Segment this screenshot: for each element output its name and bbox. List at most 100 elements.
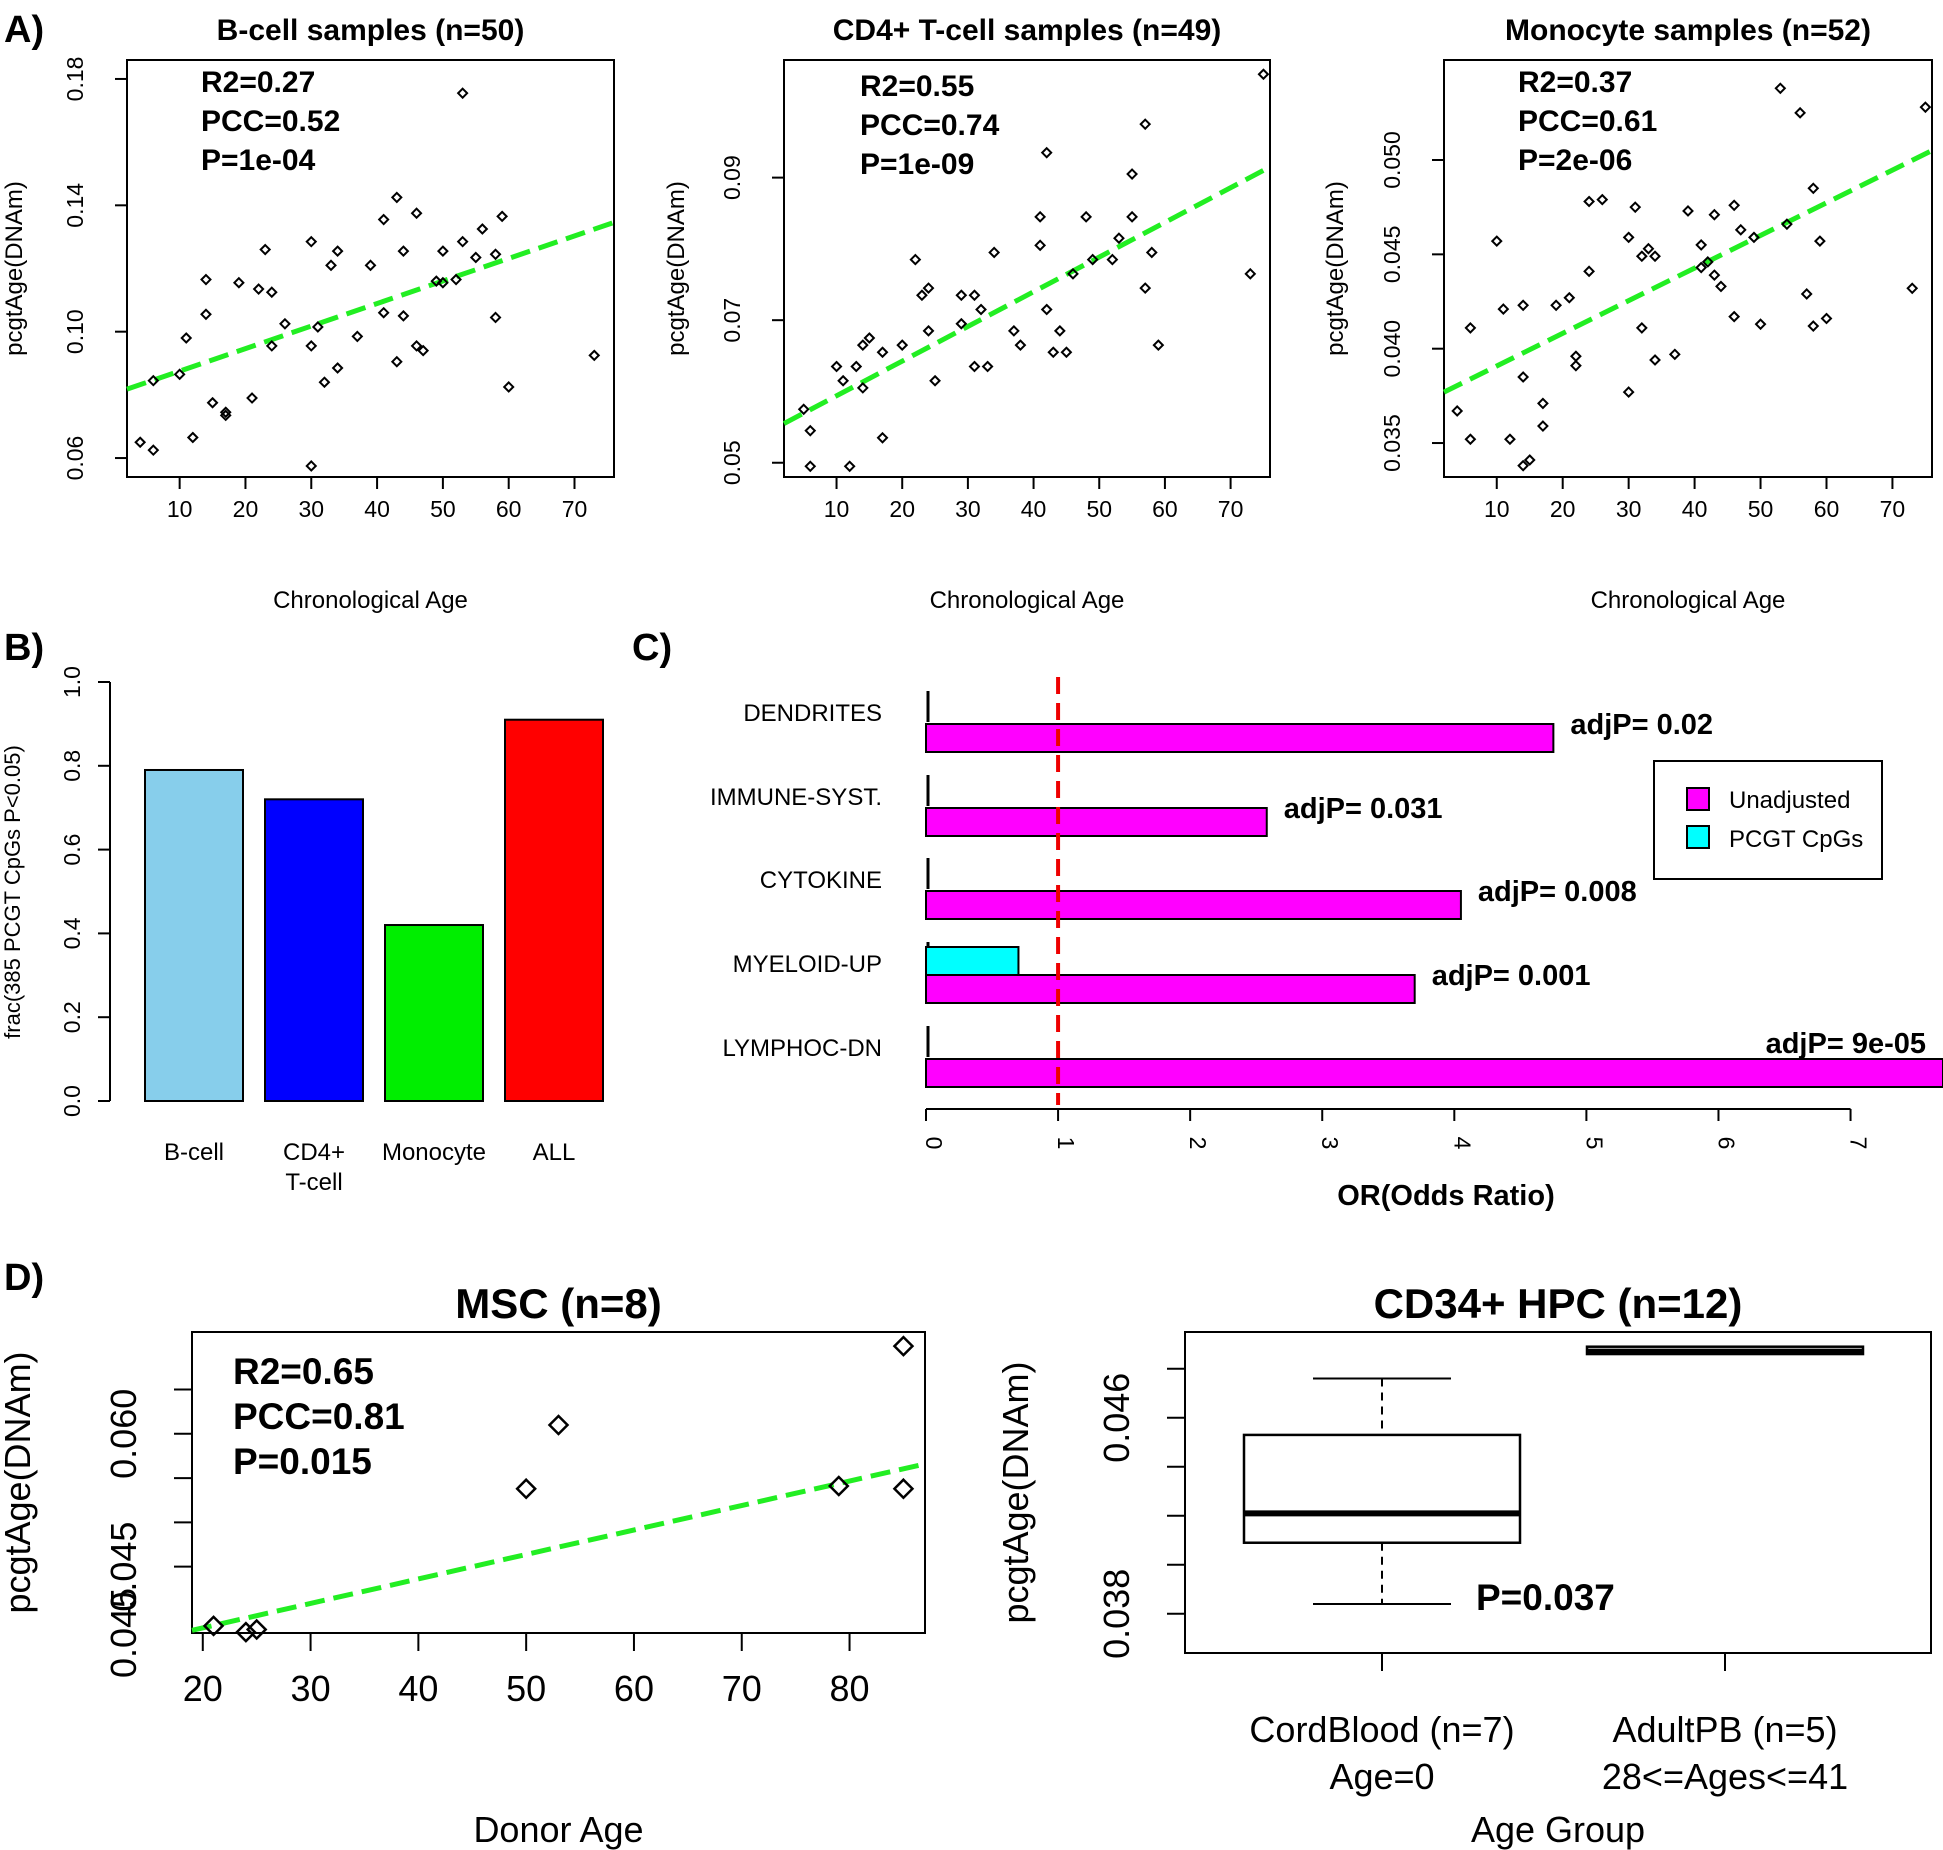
bcell-data-point — [377, 213, 390, 226]
hpc-box — [1242, 1433, 1522, 1544]
bcell-data-point — [430, 275, 443, 288]
or-adjp-label: adjP= 0.001 — [1432, 960, 1591, 992]
cd4-data-point — [909, 253, 922, 266]
msc-stat-text: PCC=0.81 — [233, 1396, 405, 1437]
mono-data-point — [1537, 397, 1549, 410]
bcell-ytick-label: 0.10 — [62, 309, 88, 354]
mono-title: Monocyte samples (n=52) — [1505, 14, 1871, 47]
bcell-xtick-label: 70 — [562, 496, 588, 522]
bcell-xtick-label: 10 — [167, 496, 193, 522]
mono-data-point — [1734, 223, 1747, 236]
cd4-xtick-label: 60 — [1152, 496, 1178, 522]
msc-xtick-label: 30 — [291, 1668, 331, 1709]
cd4-data-point — [1007, 324, 1020, 337]
msc-fit-line — [191, 1461, 926, 1633]
or-bar-unadjusted — [925, 723, 1555, 753]
cd4-data-point — [1014, 339, 1027, 352]
mono-data-point — [1728, 199, 1741, 212]
mono-xtick-label: 40 — [1682, 496, 1708, 522]
or-category-label: LYMPHOC-DN — [722, 1035, 882, 1062]
mono-data-point — [1569, 350, 1582, 363]
hpc-group-sublabel: Age=0 — [1329, 1756, 1434, 1797]
bcell-data-point — [200, 273, 212, 286]
or-legend-swatch-pcgt — [1686, 825, 1710, 849]
bcell-data-point — [331, 245, 344, 258]
mono-fit-line — [1442, 148, 1934, 395]
bcell-stat-text: PCC=0.52 — [201, 105, 340, 138]
bcell-data-point — [588, 349, 601, 362]
frac-bar — [504, 718, 604, 1103]
mono-stat-text: R2=0.37 — [1518, 66, 1632, 99]
hpc-group-sublabel: 28<=Ages<=41 — [1602, 1756, 1848, 1797]
hpc-group-label: AdultPB (n=5) — [1612, 1709, 1837, 1750]
mono-data-point — [1701, 255, 1714, 268]
mono-xtick-label: 70 — [1880, 496, 1906, 522]
bcell-data-point — [417, 344, 430, 357]
bcell-data-point — [377, 306, 390, 319]
bcell-data-point — [305, 339, 318, 352]
or-bar-unadjusted — [925, 974, 1416, 1004]
frac-ytick-label: 0.4 — [59, 917, 85, 949]
frac-ytick-label: 0.2 — [59, 1001, 85, 1033]
bcell-data-point — [390, 191, 403, 204]
bcell-fit-line — [126, 220, 615, 392]
mono-data-point — [1517, 299, 1530, 312]
mono-data-point — [1695, 238, 1708, 251]
bcell-data-point — [390, 355, 403, 368]
bcell-data-point — [311, 321, 324, 333]
or-adjp-label: adjP= 0.031 — [1284, 793, 1443, 825]
mono-panel: Monocyte samples (n=52) 10 20 30 40 50 60 70 0.0… — [1322, 14, 1934, 614]
mono-data-point — [1596, 193, 1609, 206]
cd4-data-point — [856, 381, 869, 394]
cd4-data-point — [955, 289, 968, 302]
bcell-ytick-label: 0.18 — [62, 57, 88, 102]
cd4-data-point — [1034, 210, 1047, 223]
or-bar-unadjusted — [925, 1058, 1943, 1088]
bcell-data-point — [456, 235, 469, 248]
mono-data-point — [1748, 231, 1760, 244]
or-adjp-label: adjP= 0.02 — [1570, 709, 1713, 741]
frac-ytick-label: 0.0 — [59, 1085, 85, 1117]
hpc-ytick-label: 0.038 — [1096, 1569, 1137, 1659]
cd4-xtick-label: 70 — [1218, 496, 1244, 522]
mono-xlabel: Chronological Age — [1591, 587, 1786, 614]
bcell-data-point — [331, 362, 344, 374]
or-category-label: MYELOID-UP — [733, 951, 882, 978]
bcell-data-point — [219, 406, 232, 419]
cd4-data-point — [804, 460, 817, 473]
bcell-panel: B-cell samples (n=50) 10 20 30 40 50 60 70 0.06 0… — [1, 14, 615, 614]
bcell-data-point — [180, 332, 193, 344]
mono-ylabel: pcgtAge(DNAm) — [1322, 181, 1349, 356]
cd4-fit-line — [782, 164, 1272, 426]
msc-data-point — [892, 1477, 915, 1500]
mono-data-point — [1622, 386, 1635, 399]
bcell-data-point — [351, 330, 364, 343]
or-xtick-label: 3 — [1317, 1137, 1343, 1150]
cd4-data-point — [1086, 253, 1099, 266]
mono-data-point — [1668, 348, 1681, 361]
frac-ytick-label: 1.0 — [59, 666, 85, 698]
cd4-data-point — [968, 289, 981, 302]
bcell-data-point — [397, 245, 410, 258]
mono-data-point — [1635, 322, 1648, 334]
or-adjp-label: adjP= 0.008 — [1478, 876, 1637, 908]
bcell-ytick-label: 0.14 — [62, 183, 88, 228]
bcell-data-point — [318, 376, 331, 389]
cd4-data-point — [830, 360, 843, 373]
cd4-plot-frame — [783, 59, 1271, 478]
bcell-data-point — [134, 436, 147, 449]
msc-xtick-label: 60 — [614, 1668, 654, 1709]
mono-ytick-label: 0.050 — [1379, 131, 1405, 189]
msc-ytick-label: 0.045 — [103, 1522, 144, 1612]
mono-data-point — [1807, 320, 1820, 332]
mono-data-point — [1708, 269, 1721, 282]
cd4-data-point — [876, 346, 889, 359]
cd4-ytick-label: 0.05 — [719, 440, 745, 485]
mono-data-point — [1781, 218, 1793, 231]
cd4-data-point — [1060, 346, 1073, 359]
mono-data-point — [1649, 354, 1661, 366]
cd4-data-point — [804, 424, 817, 437]
mono-data-point — [1715, 280, 1727, 293]
cd4-data-point — [856, 339, 869, 352]
cd4-data-point — [916, 289, 928, 302]
